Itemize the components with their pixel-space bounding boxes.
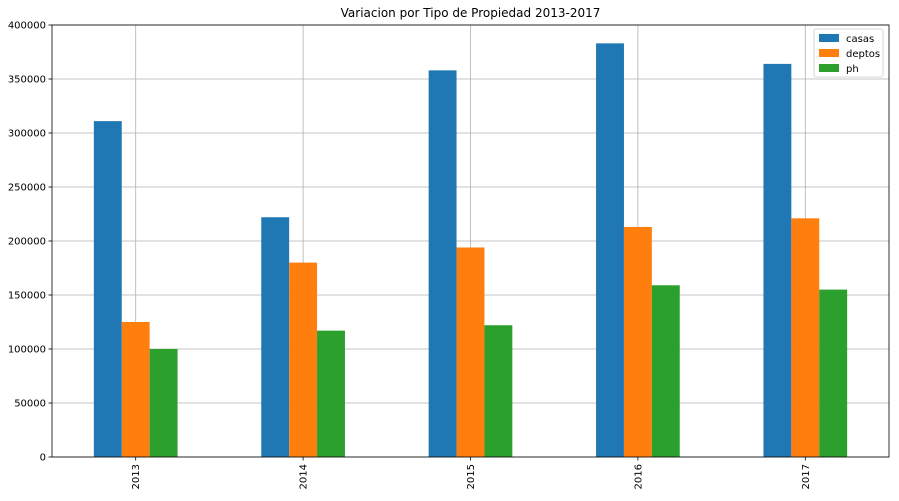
bar-casas-2014 bbox=[261, 217, 290, 457]
legend-swatch-deptos bbox=[819, 49, 839, 57]
bar-ph-2016 bbox=[651, 285, 680, 457]
bar-deptos-2015 bbox=[456, 247, 485, 457]
x-tick-label: 2014 bbox=[299, 464, 310, 489]
legend-swatch-casas bbox=[819, 34, 839, 42]
legend-label-casas: casas bbox=[846, 34, 874, 45]
chart-title: Variacion por Tipo de Propiedad 2013-201… bbox=[341, 6, 601, 20]
x-tick-label: 2017 bbox=[801, 464, 812, 489]
y-tick-label: 200000 bbox=[8, 237, 46, 248]
bar-casas-2017 bbox=[763, 63, 792, 457]
bar-deptos-2014 bbox=[289, 262, 318, 457]
y-tick-label: 350000 bbox=[8, 75, 46, 86]
bar-casas-2015 bbox=[428, 70, 457, 458]
y-tick-label: 300000 bbox=[8, 129, 46, 140]
bar-deptos-2013 bbox=[121, 322, 150, 457]
bar-ph-2013 bbox=[149, 349, 178, 457]
bar-ph-2015 bbox=[484, 325, 513, 457]
y-tick-label: 250000 bbox=[8, 183, 46, 194]
y-tick-label: 150000 bbox=[8, 291, 46, 302]
legend: casas deptos ph bbox=[813, 28, 884, 78]
bar-casas-2013 bbox=[93, 121, 122, 458]
x-tick-label: 2015 bbox=[466, 464, 477, 489]
legend-swatch-ph bbox=[819, 64, 839, 72]
y-tick-label: 0 bbox=[40, 453, 46, 464]
bar-deptos-2017 bbox=[791, 218, 820, 457]
y-tick-label: 100000 bbox=[8, 345, 46, 356]
y-tick-label: 400000 bbox=[8, 21, 46, 32]
legend-label-ph: ph bbox=[846, 64, 859, 75]
bar-ph-2014 bbox=[317, 330, 345, 457]
legend-label-deptos: deptos bbox=[846, 49, 880, 60]
bar-deptos-2016 bbox=[623, 226, 652, 457]
bar-casas-2016 bbox=[596, 43, 624, 458]
y-tick-label: 50000 bbox=[14, 399, 46, 410]
axes: 0 50000 100000 150000 200000 250000 300000 3500… bbox=[8, 21, 890, 489]
x-tick-label: 2013 bbox=[131, 464, 142, 489]
bar-ph-2017 bbox=[819, 289, 848, 457]
bars bbox=[93, 43, 848, 458]
x-tick-label: 2016 bbox=[633, 464, 644, 489]
